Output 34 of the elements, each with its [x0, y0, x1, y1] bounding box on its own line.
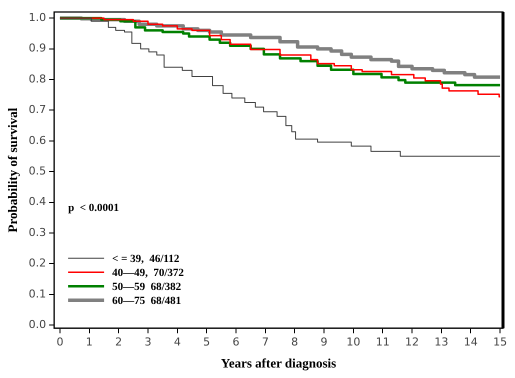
x-tick-label: 12: [405, 336, 420, 349]
x-tick-label: 2: [115, 336, 122, 349]
legend-label: < = 39, 46/112: [112, 253, 180, 266]
y-tick-label: 0.0: [28, 318, 46, 331]
x-tick-label: 9: [320, 336, 328, 349]
y-axis-title: Probability of survival: [5, 107, 20, 232]
x-tick-label: 0: [56, 336, 64, 349]
y-tick-label: 0.2: [28, 256, 46, 270]
annotation: p < 0.0001: [68, 202, 119, 214]
x-tick-label: 3: [144, 336, 152, 349]
y-tick-label: 0.7: [28, 103, 46, 116]
y-tick-label: 0.9: [28, 42, 46, 55]
y-tick-label: 0.4: [28, 195, 46, 208]
x-tick-label: 10: [346, 336, 360, 349]
legend-label: 50—59 68/382: [112, 281, 182, 294]
x-tick-label: 14: [464, 336, 478, 349]
y-tick-label: 0.5: [28, 164, 46, 178]
x-tick-label: 7: [262, 336, 269, 349]
x-axis-title: Years after diagnosis: [220, 356, 336, 371]
x-tick-label: 11: [376, 336, 390, 349]
y-tick-label: 1.0: [28, 11, 46, 24]
x-tick-label: 15: [493, 336, 508, 349]
y-tick-label: 0.3: [28, 226, 46, 239]
x-tick-label: 1: [86, 336, 93, 349]
legend-label: 60—75 68/481: [112, 295, 182, 308]
x-tick-label: 4: [174, 336, 181, 349]
y-tick-label: 0.8: [28, 72, 46, 86]
x-tick-label: 6: [232, 336, 240, 349]
y-tick-label: 0.6: [28, 134, 46, 147]
x-tick-label: 8: [291, 336, 298, 349]
legend-label: 40—49, 70/372: [112, 267, 184, 280]
x-tick-label: 5: [203, 336, 210, 349]
x-tick-label: 13: [434, 336, 448, 349]
y-tick-label: 0.1: [28, 287, 46, 300]
